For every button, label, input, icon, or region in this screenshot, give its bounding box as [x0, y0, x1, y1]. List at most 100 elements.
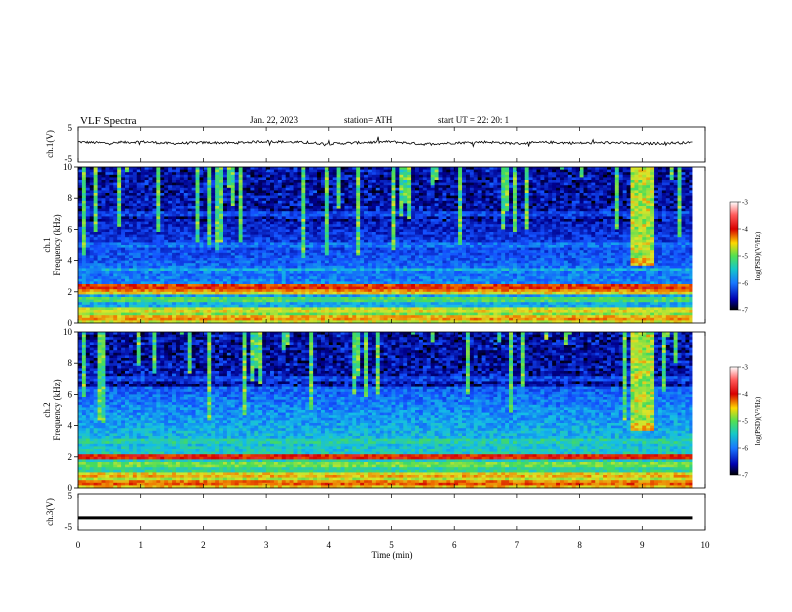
spectrogram-cell	[289, 221, 294, 225]
spectrogram-cell	[140, 297, 146, 300]
spectrogram-cell	[164, 304, 169, 308]
spectrogram-cell	[148, 232, 153, 235]
spectrogram-cell	[328, 247, 334, 251]
spectrogram-cell	[317, 271, 322, 274]
spectrogram-cell	[379, 258, 385, 261]
spectrogram-cell	[101, 265, 106, 269]
spectrogram-cell	[199, 250, 204, 254]
spectrogram-cell	[179, 286, 185, 290]
spectrogram-cell	[277, 187, 283, 191]
spectrogram-cell	[332, 219, 338, 222]
spectrogram-cell	[320, 320, 326, 324]
spectrogram-cell	[219, 276, 224, 280]
spectrogram-cell	[97, 242, 102, 246]
spectrogram-cell	[273, 239, 279, 243]
spectrogram-cell	[258, 294, 263, 298]
spectrogram-cell	[254, 203, 259, 207]
spectrogram-cell	[89, 297, 95, 300]
spectrogram-cell	[332, 208, 338, 212]
spectrogram-cell	[144, 310, 149, 313]
spectrogram-cell	[219, 317, 224, 321]
spectrogram-cell	[301, 213, 306, 217]
spectrogram-cell	[97, 278, 102, 282]
spectrogram-cell	[203, 271, 208, 274]
spectrogram-cell	[328, 198, 334, 202]
spectrogram-cell	[113, 247, 118, 251]
spectrogram-cell	[144, 276, 149, 280]
spectrogram-cell	[324, 219, 330, 222]
spectrogram-cell	[375, 302, 381, 306]
spectrogram-cell	[211, 174, 216, 178]
spectrogram-cell	[352, 182, 357, 186]
spectrogram-cell	[105, 265, 110, 269]
spectrogram-cell	[222, 255, 228, 259]
spectrogram-cell	[203, 169, 208, 173]
spectrogram-cell	[105, 281, 110, 285]
spectrogram-cell	[113, 263, 118, 267]
spectrogram-cell	[246, 232, 251, 235]
spectrogram-cell	[317, 258, 322, 261]
spectrogram-cell	[360, 234, 365, 238]
spectrogram-cell	[242, 310, 247, 313]
spectrogram-cell	[395, 219, 400, 222]
spectrogram-cell	[207, 276, 212, 280]
spectrogram-cell	[387, 221, 392, 225]
spectrogram-cell	[152, 172, 157, 176]
spectrogram-cell	[172, 169, 177, 173]
spectrogram-cell	[117, 190, 122, 194]
spectrogram-cell	[324, 216, 330, 220]
spectrogram-cell	[328, 211, 334, 215]
spectrogram-cell	[348, 213, 353, 217]
spectrogram-cell	[121, 310, 126, 313]
spectrogram-cell	[179, 234, 185, 238]
spectrogram-cell	[364, 291, 369, 295]
spectrogram-cell	[81, 278, 87, 282]
spectrogram-cell	[324, 276, 330, 280]
spectrogram-cell	[187, 185, 193, 189]
spectrogram-cell	[293, 242, 298, 246]
spectrogram-cell	[371, 289, 377, 293]
spectrogram-cell	[230, 174, 236, 178]
spectrogram-cell	[320, 237, 326, 241]
spectrogram-cell	[199, 187, 204, 191]
spectrogram-cell	[391, 286, 396, 290]
spectrogram-cell	[293, 224, 298, 228]
spectrogram-cell	[344, 211, 349, 215]
spectrogram-cell	[277, 260, 283, 264]
spectrogram-cell	[399, 299, 404, 303]
ch1-ytick-top: 5	[68, 123, 73, 133]
spectrogram-cell	[297, 258, 302, 261]
spectrogram-cell	[391, 312, 396, 316]
spectrogram-cell	[281, 182, 287, 186]
spectrogram-cell	[270, 289, 275, 293]
spectrogram-cell	[258, 268, 263, 272]
spectrogram-cell	[383, 304, 388, 308]
spectrogram-cell	[254, 252, 259, 256]
spectrogram-cell	[172, 255, 177, 259]
spectrogram-cell	[203, 255, 208, 259]
spectrogram-cell	[309, 286, 314, 290]
spectrogram-cell	[313, 177, 318, 181]
spectrogram-cell	[242, 224, 247, 228]
spectrogram-cell	[324, 208, 330, 212]
spectrogram-cell	[297, 219, 302, 222]
spectrogram-cell	[399, 276, 404, 280]
spectrogram-cell	[105, 195, 110, 199]
spectrogram-cell	[199, 185, 204, 189]
spectrogram-cell	[317, 307, 322, 311]
spectrogram-cell	[383, 224, 388, 228]
spectrogram-cell	[117, 271, 122, 274]
spectrogram-cell	[222, 190, 228, 194]
spectrogram-cell	[78, 193, 83, 196]
spectrogram-cell	[128, 193, 134, 196]
spectrogram-cell	[277, 302, 283, 306]
spectrogram-cell	[317, 276, 322, 280]
spectrogram-cell	[352, 281, 357, 285]
spectrogram-cell	[270, 169, 275, 173]
spectrogram-cell	[105, 263, 110, 267]
spectrogram-cell	[270, 320, 275, 324]
spectrogram-cell	[340, 263, 345, 267]
spectrogram-cell	[324, 213, 330, 217]
spectrogram-cell	[309, 302, 314, 306]
spectrogram-cell	[195, 211, 200, 215]
